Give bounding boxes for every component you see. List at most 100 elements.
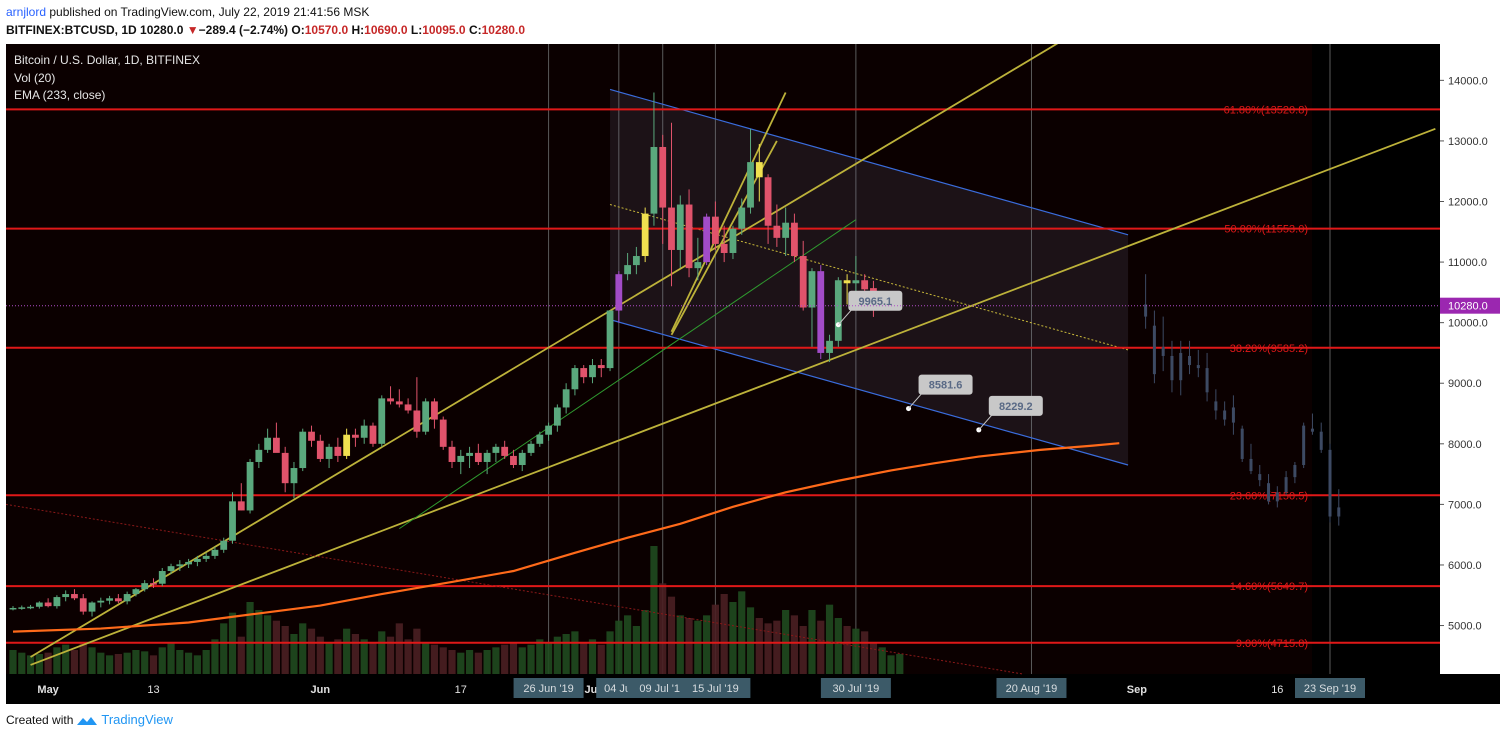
chart-area[interactable]: 61.80%(13520.8) 50.00%(11553.0) 38.20%(958… [5,37,1500,704]
candle-body [553,407,561,426]
legend-title: Bitcoin / U.S. Dollar, 1D, BITFINEX [14,53,200,67]
candle-body [703,216,711,263]
trendline [30,127,1436,666]
candle-body [624,265,631,275]
candle-body [606,310,614,369]
candle-body [158,571,166,584]
volume-bar [553,636,561,674]
price-tick-label: 5000.0 [1448,621,1482,633]
volume-bar [167,642,175,674]
volume-bar [615,620,623,674]
candle-body [220,540,228,550]
volume-bar [220,623,228,674]
fib-level-label: 38.20%(9585.2) [1230,343,1308,355]
candle-body [483,452,491,462]
candle-body [27,606,34,609]
projection-body [1293,465,1297,478]
volume-bar [685,618,693,674]
last-price-tag-label: 10280.0 [1448,301,1488,313]
annotation-box [988,395,1043,416]
candle-body [360,425,368,438]
volume-bar [413,628,421,674]
volume-bar [518,647,526,674]
projection-body [1267,483,1271,502]
annotation-box [918,374,973,395]
projection-body [1240,428,1244,459]
volume-bar [852,628,860,674]
volume-bar [176,650,184,674]
volume-bar [105,655,114,674]
projection-body [1161,346,1165,356]
candle-body [334,446,342,456]
candle-body [843,280,851,284]
candle-body [35,602,43,607]
candle-body [88,602,96,612]
volume-bar [369,642,377,674]
last-price-tag [1440,297,1500,314]
candle-body [474,452,482,462]
price-tick-label: 9000.0 [1448,378,1482,390]
candle-body [299,431,307,469]
candle-body [597,365,605,369]
candle-body [176,564,184,567]
chart-legend: Bitcoin / U.S. Dollar, 1D, BITFINEX Vol … [14,53,200,102]
volume-bar [773,620,781,674]
volume-bar [896,654,904,674]
time-tick-label: May [37,684,59,696]
candle-body [255,449,263,462]
volume-bar [88,647,96,674]
candle-body [439,419,447,447]
annotation-layer: 9965.1 8581.6 8229.2 [835,290,1043,433]
candle-body [457,455,465,462]
fib-level-label: 50.00%(11553.0) [1224,224,1308,236]
channel-lower-line [609,319,1129,466]
volume-bar [97,652,105,674]
volume-bar [334,639,342,674]
projection-body [1319,431,1323,450]
volume-bar [843,626,851,674]
volume-bar [185,652,193,674]
volume-bar [527,644,535,674]
annotation-leader [837,308,853,326]
candle-body [167,566,175,572]
price-tick-label: 13000.0 [1448,136,1488,148]
candle-body [404,404,412,411]
projection-body [1258,474,1262,481]
tradingview-brand[interactable]: TradingView [101,712,173,727]
candle-body [799,256,807,308]
candle-body [246,461,254,511]
volume-bar [404,639,412,674]
volume-bar [588,639,597,674]
time-tick-label: 13 [147,684,159,696]
projection-body [1249,458,1253,472]
volume-bar [378,631,386,674]
volume-bar [395,623,403,674]
date-tag [820,678,891,698]
candle-body [694,262,702,269]
volume-bar [158,647,166,674]
candle-body [720,243,728,253]
legend-ema: EMA (233, close) [14,88,105,102]
author-link[interactable]: arnjlord [6,5,47,19]
candle-body [518,452,526,466]
volume-bar [343,628,351,674]
candle-layer [9,92,877,617]
candle-body [527,443,535,453]
volume-bar [351,634,360,674]
projection-body [1223,410,1227,420]
ohlc-line: BITFINEX:BTCUSD, 1D 10280.0 ▼−289.4 (−2.… [6,23,525,37]
volume-bar [887,655,895,674]
price-chart[interactable]: 61.80%(13520.8) 50.00%(11553.0) 38.20%(958… [5,37,1500,704]
volume-bar [79,642,87,674]
candle-body [729,228,737,253]
candle-body [580,368,588,378]
projection-body [1152,325,1156,375]
volume-bar [465,650,474,674]
projection-body [1284,477,1288,493]
volume-bar [492,647,500,674]
candle-body [325,446,333,459]
fib-level-label: 9.00%(4715.8) [1236,638,1308,650]
candle-body [413,410,421,432]
volume-bar [272,620,280,674]
candle-body [562,389,570,408]
